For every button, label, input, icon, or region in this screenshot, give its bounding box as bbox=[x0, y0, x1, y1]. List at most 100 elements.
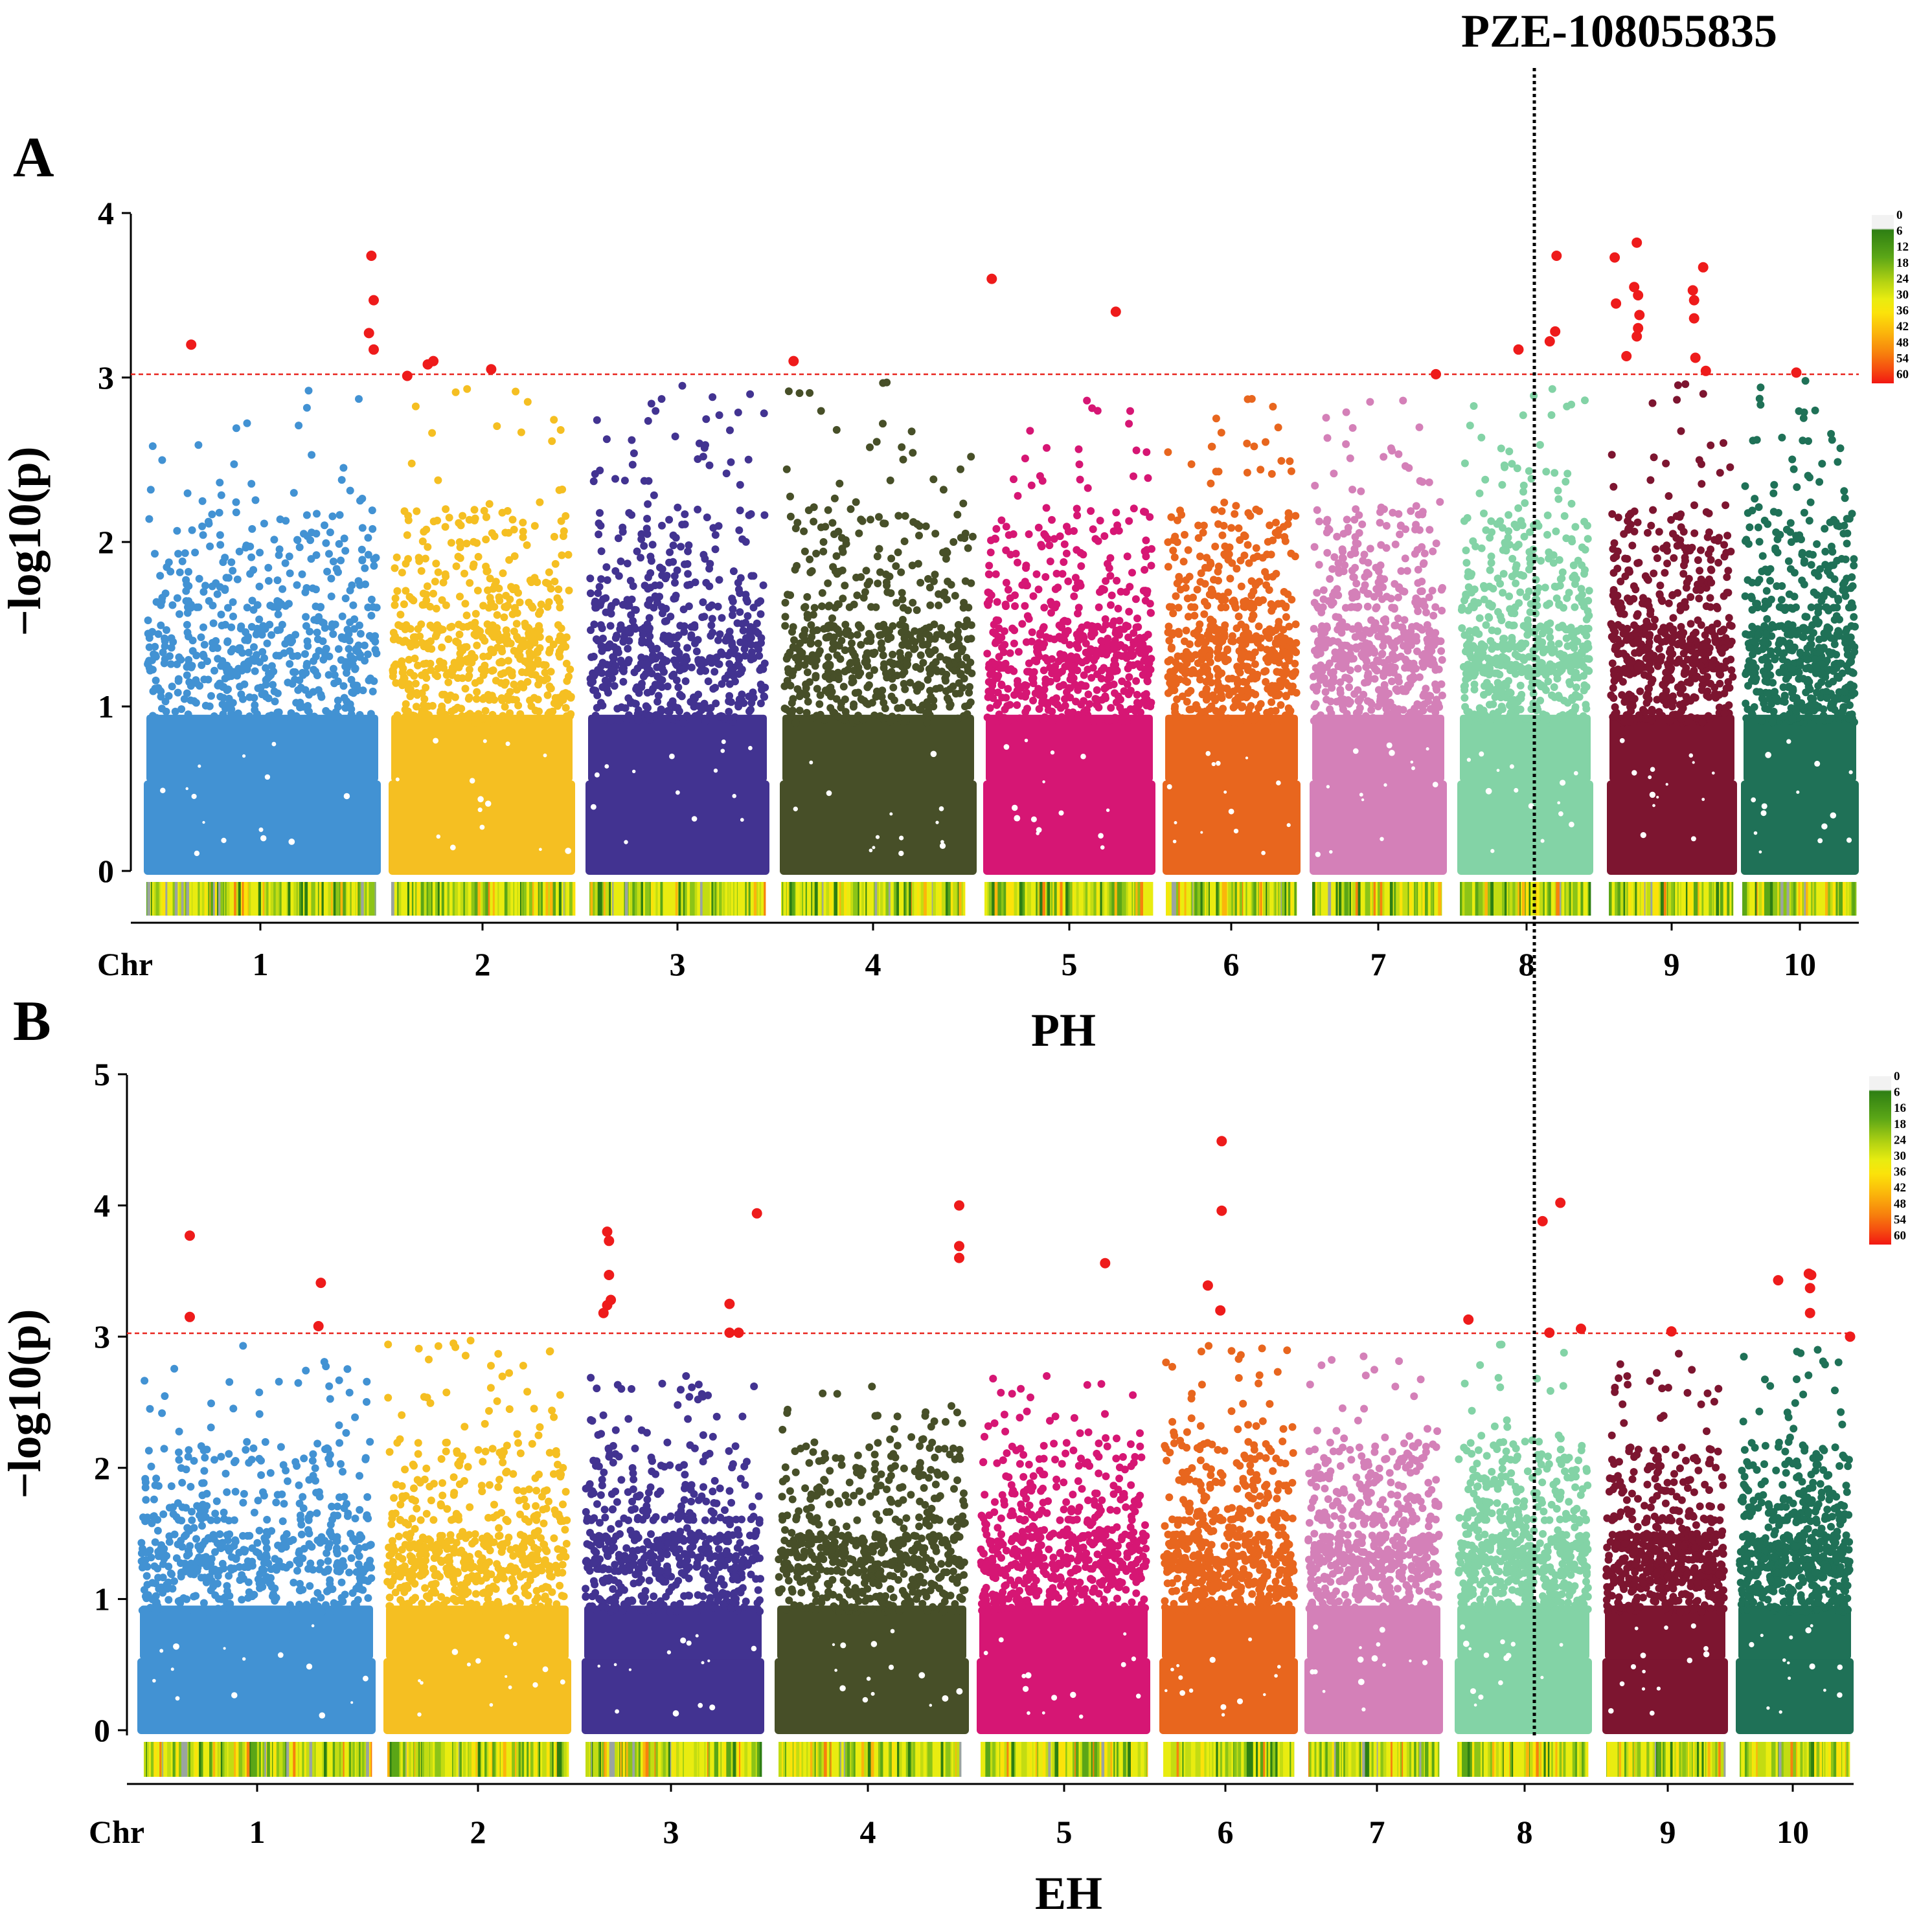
significant-snp bbox=[1698, 262, 1709, 273]
chr-label-9: 9 bbox=[1664, 946, 1680, 982]
legend-value: 6 bbox=[1896, 225, 1903, 238]
significant-snp bbox=[369, 295, 379, 306]
legend-value: 24 bbox=[1894, 1133, 1907, 1147]
density-band-chr-10 bbox=[1740, 1742, 1850, 1777]
chr-label-6: 6 bbox=[1218, 1814, 1234, 1850]
chr-9-snps bbox=[1607, 380, 1737, 875]
legend-value: 24 bbox=[1896, 272, 1909, 286]
panel-b-density-legend: 0 616 18 24 30 36 42 48 54 60 bbox=[1869, 1070, 1907, 1245]
significant-snp bbox=[1631, 331, 1642, 342]
significant-snp bbox=[315, 1278, 326, 1289]
density-band-chr-2 bbox=[387, 1742, 569, 1777]
significant-snp bbox=[1550, 326, 1561, 337]
density-band-chr-6 bbox=[1163, 1742, 1295, 1777]
density-band-chr-7 bbox=[1312, 882, 1442, 916]
significant-snp bbox=[598, 1307, 609, 1318]
legend-value: 30 bbox=[1896, 288, 1909, 302]
chr-label-1: 1 bbox=[253, 946, 269, 982]
chr-10-snps bbox=[1736, 1346, 1854, 1734]
density-band-chr-7 bbox=[1308, 1742, 1440, 1777]
chr-label-4: 4 bbox=[860, 1814, 876, 1850]
y-tick-label: 2 bbox=[98, 524, 114, 560]
significant-snp bbox=[1100, 1258, 1111, 1269]
significant-snp bbox=[954, 1241, 964, 1252]
chr-7-snps bbox=[1304, 1352, 1443, 1734]
chr-4-snps bbox=[780, 378, 977, 875]
significant-snp bbox=[751, 1208, 762, 1219]
legend-value: 48 bbox=[1894, 1197, 1906, 1211]
density-band-chr-2 bbox=[391, 882, 576, 916]
chr-6-snps bbox=[1159, 1342, 1298, 1734]
chr-10-snps bbox=[1741, 377, 1859, 875]
panel-a-y-axis-label: −log10(p) bbox=[0, 446, 51, 636]
significant-snp bbox=[1634, 310, 1645, 321]
legend-value: 60 bbox=[1894, 1229, 1906, 1243]
significant-snp bbox=[1688, 295, 1699, 306]
significant-snp bbox=[1666, 1326, 1677, 1337]
chr-label-3: 3 bbox=[663, 1814, 679, 1850]
significant-snp bbox=[486, 364, 497, 375]
panel-a-legend-bar bbox=[1872, 215, 1894, 383]
significant-snp bbox=[788, 355, 799, 367]
significant-snp bbox=[402, 370, 413, 381]
legend-value: 0 bbox=[1894, 1070, 1900, 1083]
significant-snp bbox=[1621, 351, 1632, 361]
chr-label-2: 2 bbox=[470, 1814, 486, 1850]
chr-label-6: 6 bbox=[1223, 946, 1240, 982]
legend-value: 18 bbox=[1894, 1118, 1906, 1131]
legend-value: 54 bbox=[1896, 352, 1909, 365]
significant-snp bbox=[1555, 1197, 1566, 1208]
density-band-chr-10 bbox=[1742, 882, 1857, 916]
chr-label-7: 7 bbox=[1369, 1814, 1385, 1850]
panel-b-legend-bar bbox=[1869, 1076, 1891, 1245]
panel-a-density-legend: 0 6 12 18 24 30 36 42 48 54 60 bbox=[1872, 209, 1909, 383]
chr-6-snps bbox=[1163, 395, 1301, 875]
panel-a-label: A bbox=[13, 126, 54, 189]
density-band-chr-8 bbox=[1460, 882, 1591, 916]
significant-snp bbox=[1215, 1305, 1226, 1316]
density-band-chr-5 bbox=[981, 1742, 1148, 1777]
chr-label-8: 8 bbox=[1519, 946, 1535, 982]
chr-8-snps bbox=[1457, 385, 1593, 875]
legend-value: 6 bbox=[1894, 1086, 1900, 1100]
chr-label-5: 5 bbox=[1062, 946, 1078, 982]
legend-value: 36 bbox=[1896, 304, 1909, 318]
density-band-chr-5 bbox=[984, 882, 1154, 916]
y-tick-label: 4 bbox=[94, 1188, 110, 1224]
significant-snp bbox=[1216, 1205, 1227, 1216]
density-band-chr-4 bbox=[781, 882, 966, 916]
panel-b-label: B bbox=[13, 990, 51, 1053]
significant-snp bbox=[1633, 290, 1644, 300]
significant-snp bbox=[1431, 368, 1441, 379]
legend-value: 42 bbox=[1896, 320, 1909, 333]
chr-5-snps bbox=[977, 1372, 1150, 1734]
significant-snp bbox=[954, 1252, 964, 1263]
significant-snp bbox=[1513, 344, 1524, 355]
density-band-chr-1 bbox=[144, 1742, 372, 1777]
y-tick-label: 1 bbox=[98, 688, 114, 725]
significant-snp bbox=[986, 273, 997, 284]
significant-snp bbox=[1806, 1270, 1817, 1280]
panel-a-chr-prefix: Chr bbox=[97, 946, 153, 982]
significant-snp bbox=[428, 355, 439, 367]
significant-snp bbox=[1544, 1327, 1555, 1338]
legend-value: 48 bbox=[1896, 336, 1909, 350]
chr-label-10: 10 bbox=[1784, 946, 1816, 982]
significant-snp bbox=[1609, 252, 1620, 263]
chr-3-snps bbox=[582, 1372, 764, 1734]
significant-snp bbox=[1791, 367, 1802, 378]
density-band-chr-3 bbox=[585, 1742, 762, 1777]
significant-snp bbox=[313, 1321, 324, 1331]
significant-snp bbox=[1688, 313, 1699, 324]
y-tick-label: 3 bbox=[94, 1318, 110, 1355]
chr-label-5: 5 bbox=[1056, 1814, 1073, 1850]
panel-b-x-axis-label: EH bbox=[1035, 1867, 1102, 1918]
significant-snp bbox=[604, 1270, 615, 1280]
chr-label-10: 10 bbox=[1777, 1814, 1809, 1850]
density-band-chr-1 bbox=[146, 882, 376, 916]
legend-value: 60 bbox=[1896, 368, 1909, 381]
legend-value: 0 bbox=[1896, 209, 1903, 222]
y-tick-label: 0 bbox=[98, 853, 114, 889]
